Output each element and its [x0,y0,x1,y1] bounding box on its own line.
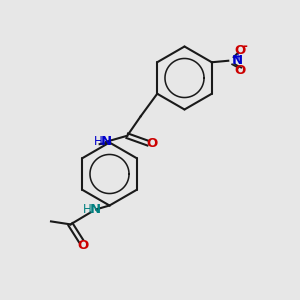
Text: -: - [243,40,248,53]
Text: O: O [234,44,245,57]
Text: H: H [83,203,92,216]
Text: O: O [234,64,245,77]
Text: O: O [77,238,88,252]
Text: N: N [232,54,243,67]
Text: +: + [234,52,242,61]
Text: H: H [94,135,102,148]
Text: N: N [100,135,112,148]
Text: N: N [89,203,101,216]
Text: O: O [146,137,158,150]
